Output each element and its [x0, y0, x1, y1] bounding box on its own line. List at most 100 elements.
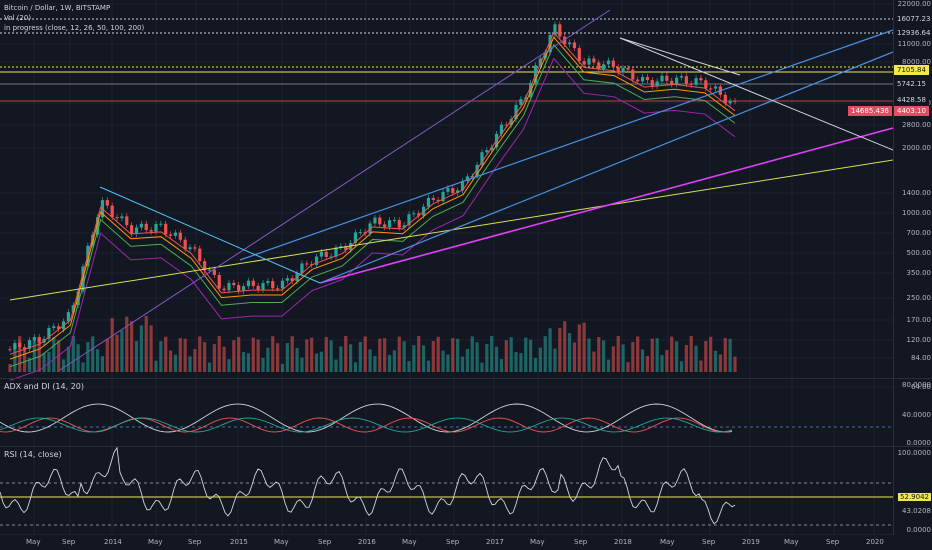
moving-averages-label[interactable]: in progress (close, 12, 26, 50, 100, 200… — [4, 24, 145, 32]
candle-body — [227, 282, 231, 291]
countdown-tag: 14685.436 — [848, 106, 892, 116]
adx-tick-label: 80.0000 — [902, 381, 931, 389]
volume-bar — [494, 346, 499, 372]
candle-body — [490, 147, 494, 151]
volume-bar — [645, 355, 650, 372]
time-tick-label: Sep — [702, 538, 716, 546]
candle-body — [679, 76, 684, 78]
candle-body — [237, 285, 241, 292]
time-tick-label: May — [402, 538, 417, 546]
volume-bar — [460, 356, 465, 372]
volume-bar — [640, 349, 645, 372]
adx-tick-label: 40.0000 — [902, 411, 931, 419]
volume-bar — [689, 336, 693, 372]
volume-bar — [115, 334, 119, 372]
candle-body — [645, 76, 650, 81]
candle-body — [52, 326, 56, 328]
volume-bar — [271, 336, 275, 372]
volume-bar — [232, 340, 236, 372]
candle-body — [222, 288, 226, 291]
time-tick-label: 2018 — [614, 538, 632, 546]
rsi-tick-label: 43.0208 — [902, 507, 931, 515]
volume-bar — [276, 343, 280, 372]
candle-body — [203, 261, 207, 271]
rsi-panel-separator[interactable] — [0, 446, 932, 447]
candle-body — [587, 58, 591, 65]
candle-body — [324, 251, 328, 257]
price-tick-label: 2000.00 — [902, 144, 931, 152]
candle-body — [543, 52, 547, 59]
candle-body — [509, 118, 513, 125]
candle-body — [271, 281, 275, 289]
volume-bar — [621, 344, 625, 372]
volume-bar — [86, 342, 90, 372]
candle-body — [378, 217, 382, 225]
volume-bar — [602, 340, 606, 372]
volume-bar — [713, 350, 718, 372]
volume-bar — [295, 347, 299, 372]
candle-body — [383, 224, 387, 228]
candle-body — [407, 214, 411, 226]
candle-body — [563, 36, 567, 45]
adx-panel-separator[interactable] — [0, 378, 932, 379]
rsi-label[interactable]: RSI (14, close) — [4, 450, 62, 459]
volume-bar — [66, 346, 70, 372]
volume-bar — [57, 340, 61, 372]
volume-bar — [71, 336, 75, 372]
candle-body — [723, 94, 727, 104]
time-tick-label: May — [26, 538, 41, 546]
symbol-title[interactable]: Bitcoin / Dollar, 1W, BITSTAMP — [4, 4, 111, 12]
candle-body — [246, 280, 251, 287]
volume-bar — [285, 343, 289, 372]
adx-label[interactable]: ADX and DI (14, 20) — [4, 382, 84, 391]
volume-bar — [188, 356, 192, 372]
time-tick-label: Sep — [62, 538, 76, 546]
volume-bar — [704, 340, 708, 372]
trendline-cyan — [99, 186, 321, 284]
volume-bar — [529, 339, 533, 372]
candle-body — [567, 42, 572, 45]
candle-body — [631, 69, 635, 80]
volume-bar — [212, 344, 216, 372]
rsi-line — [0, 446, 736, 525]
candle-body — [164, 223, 168, 235]
candle-body — [256, 285, 260, 290]
candle-body — [665, 75, 669, 81]
volume-bar — [368, 349, 372, 372]
time-tick-label: Sep — [826, 538, 840, 546]
volume-bar — [134, 340, 139, 372]
volume-bar — [280, 363, 285, 372]
candle-body — [436, 199, 440, 202]
candle-body — [144, 223, 148, 231]
price-tag: 4428.58 — [894, 95, 929, 105]
time-tick-label: Sep — [188, 538, 202, 546]
volume-bar — [675, 341, 679, 372]
rsi-tick-label: 100.0000 — [897, 449, 931, 457]
candle-body — [212, 269, 216, 275]
volume-indicator-label[interactable]: Vol (20) — [4, 14, 32, 22]
rsi-tick-label: 52.9042 — [898, 493, 931, 501]
candle-body — [300, 263, 304, 274]
volume-bar — [723, 337, 727, 372]
volume-bar — [334, 359, 338, 372]
volume-bar — [168, 350, 173, 372]
volume-bar — [533, 358, 538, 372]
price-chart[interactable] — [0, 0, 893, 535]
volume-bar — [436, 336, 440, 372]
volume-bar — [241, 351, 246, 372]
candle-body — [27, 340, 32, 349]
price-tag: 12936.64 — [894, 28, 932, 38]
volume-bar — [694, 345, 698, 372]
volume-bar — [193, 349, 197, 372]
volume-bar — [567, 333, 572, 372]
candle-body — [125, 216, 129, 226]
candle-body — [8, 349, 12, 351]
candle-body — [548, 34, 552, 53]
time-tick-label: Sep — [446, 538, 460, 546]
volume-bar — [397, 336, 401, 372]
candle-body — [728, 100, 732, 104]
volume-bar — [441, 350, 445, 372]
adx-tick-label: 0.0000 — [906, 439, 932, 447]
candle-body — [173, 232, 178, 236]
